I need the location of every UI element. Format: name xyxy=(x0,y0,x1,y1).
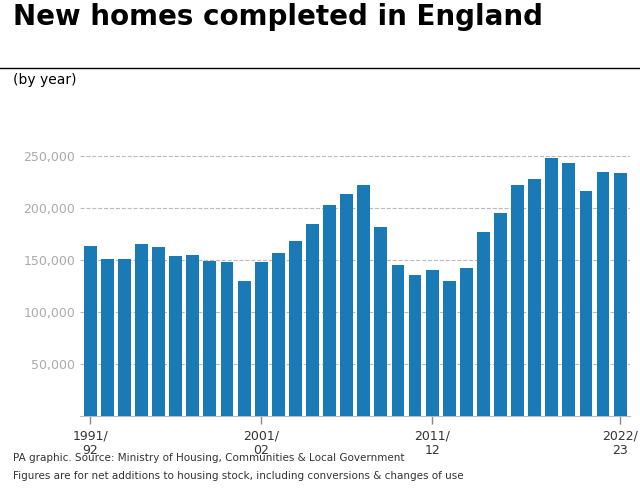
Bar xyxy=(152,247,165,416)
Bar xyxy=(374,227,387,416)
Bar xyxy=(135,244,148,416)
Bar xyxy=(392,265,404,416)
Text: New homes completed in England: New homes completed in England xyxy=(13,3,543,31)
Bar xyxy=(306,223,319,416)
Bar xyxy=(289,241,302,416)
Bar xyxy=(426,271,438,416)
Bar xyxy=(443,281,456,416)
Bar xyxy=(272,253,285,416)
Bar xyxy=(580,191,593,416)
Text: Figures are for net additions to housing stock, including conversions & changes : Figures are for net additions to housing… xyxy=(13,471,463,481)
Bar xyxy=(340,194,353,416)
Bar xyxy=(545,158,558,416)
Bar xyxy=(596,172,609,416)
Bar xyxy=(84,246,97,416)
Bar xyxy=(221,262,234,416)
Bar xyxy=(563,163,575,416)
Bar xyxy=(408,275,421,416)
Bar xyxy=(255,262,268,416)
Bar xyxy=(511,185,524,416)
Bar xyxy=(323,205,336,416)
Bar xyxy=(237,281,250,416)
Bar xyxy=(494,213,507,416)
Bar xyxy=(614,173,627,416)
Bar xyxy=(204,261,216,416)
Bar xyxy=(477,232,490,416)
Text: PA graphic. Source: Ministry of Housing, Communities & Local Government: PA graphic. Source: Ministry of Housing,… xyxy=(13,453,404,463)
Bar xyxy=(118,259,131,416)
Bar xyxy=(460,268,473,416)
Bar xyxy=(170,256,182,416)
Bar xyxy=(528,179,541,416)
Bar xyxy=(186,255,199,416)
Bar xyxy=(357,185,370,416)
Text: (by year): (by year) xyxy=(13,73,76,87)
Bar xyxy=(101,259,114,416)
